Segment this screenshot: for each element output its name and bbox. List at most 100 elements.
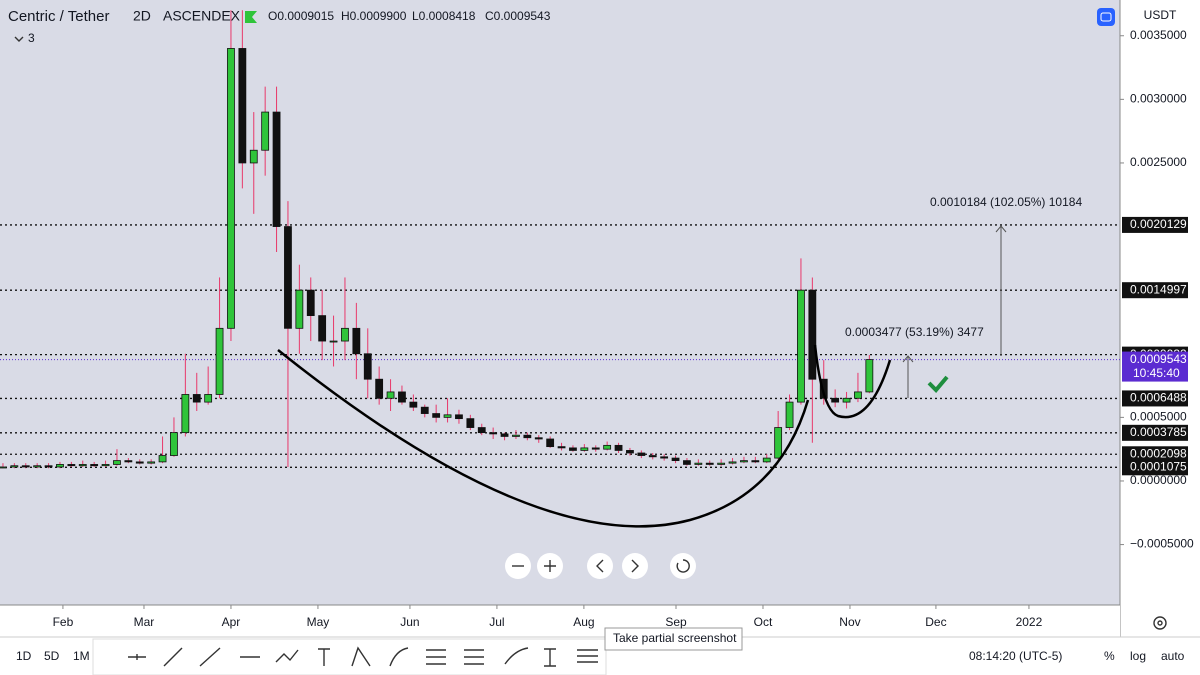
ohlc: C0.0009543 bbox=[485, 9, 551, 23]
candle-body bbox=[740, 460, 748, 463]
gear-icon[interactable] bbox=[1153, 616, 1167, 630]
x-tick-label: Mar bbox=[134, 615, 155, 629]
x-tick-label: Jul bbox=[489, 615, 504, 629]
arrow-head bbox=[995, 225, 1007, 233]
candle-body bbox=[341, 327, 349, 342]
ohlc: O0.0009015 bbox=[268, 9, 334, 23]
x-tick-label: May bbox=[307, 615, 330, 629]
level-label-bg bbox=[1122, 446, 1188, 463]
x-tick-label: Sep bbox=[665, 615, 687, 629]
level-label-bg bbox=[1122, 282, 1188, 299]
scroll-left[interactable] bbox=[587, 553, 613, 579]
x-tick-label: 2022 bbox=[1016, 615, 1043, 629]
candle-body bbox=[705, 462, 714, 465]
arrow-head bbox=[902, 355, 914, 363]
candle-body bbox=[352, 327, 361, 355]
candle-body bbox=[67, 464, 76, 467]
candle-body bbox=[215, 327, 224, 395]
x-tick-label: Aug bbox=[573, 615, 594, 629]
toolbar-icons[interactable] bbox=[128, 646, 598, 667]
candle-body bbox=[842, 397, 851, 403]
candle-body bbox=[694, 462, 703, 465]
candle-body bbox=[580, 447, 589, 451]
candle-body bbox=[512, 434, 520, 437]
candle-body bbox=[375, 378, 384, 399]
candle-body bbox=[660, 456, 669, 459]
candle-body bbox=[500, 433, 509, 437]
candle-body bbox=[785, 401, 794, 428]
candle-body bbox=[591, 447, 600, 450]
candle-body bbox=[318, 315, 327, 342]
candle-body bbox=[626, 450, 634, 454]
candle-body bbox=[477, 427, 486, 434]
candle-body bbox=[774, 427, 783, 459]
nav-buttons bbox=[505, 553, 696, 579]
candle-body bbox=[158, 455, 167, 463]
x-tick-label: Jun bbox=[400, 615, 419, 629]
candle-body bbox=[329, 340, 338, 343]
candle-body bbox=[21, 465, 30, 468]
candle-body bbox=[101, 464, 110, 467]
candle-body bbox=[489, 432, 498, 435]
candle-body bbox=[557, 446, 566, 449]
range-button[interactable]: 5D bbox=[44, 649, 60, 663]
candle-body bbox=[854, 391, 862, 399]
candle-body bbox=[33, 465, 42, 468]
candle-body bbox=[648, 455, 657, 458]
candle-body bbox=[363, 353, 372, 380]
candle-body bbox=[546, 438, 555, 448]
x-tick-label: Apr bbox=[222, 615, 241, 629]
range-button[interactable]: 1D bbox=[16, 649, 32, 663]
x-tick-label: Feb bbox=[53, 615, 74, 629]
candle-body bbox=[249, 149, 258, 164]
candle-body bbox=[135, 461, 144, 464]
candle-body bbox=[295, 289, 304, 329]
candle-body bbox=[261, 111, 270, 151]
collapse-icon[interactable] bbox=[14, 36, 24, 42]
symbol: Centric / Tether bbox=[8, 8, 109, 25]
candle-body bbox=[227, 48, 235, 329]
candle-body bbox=[306, 289, 315, 317]
candle-body bbox=[181, 394, 190, 434]
x-tick-label: Oct bbox=[754, 615, 773, 629]
y-tick-label: 0.0030000 bbox=[1130, 92, 1187, 106]
ohlc: L0.0008418 bbox=[412, 9, 476, 23]
handle-curve bbox=[813, 344, 892, 419]
candle-body bbox=[398, 391, 406, 403]
screenshot-button[interactable] bbox=[1097, 8, 1115, 26]
candle-body bbox=[386, 391, 395, 399]
candle-body bbox=[78, 464, 87, 467]
last-price-label: 0.0009543 bbox=[1130, 352, 1187, 366]
check-mark bbox=[927, 375, 949, 393]
clock: 08:14:20 (UTC-5) bbox=[969, 649, 1062, 663]
toggle[interactable]: auto bbox=[1161, 649, 1185, 663]
indicator-count: 3 bbox=[28, 31, 35, 45]
last-price-bg bbox=[1122, 351, 1188, 382]
time-axis-bg bbox=[0, 605, 1120, 637]
level-label-bg bbox=[1122, 424, 1188, 441]
candle-body bbox=[614, 444, 623, 451]
candle-body bbox=[751, 460, 760, 463]
interval: 2D bbox=[133, 8, 151, 24]
candle-body bbox=[466, 418, 475, 428]
range-button[interactable]: 1M bbox=[73, 649, 90, 663]
y-tick-label: 0.0000000 bbox=[1130, 473, 1187, 487]
toggle[interactable]: log bbox=[1130, 649, 1146, 663]
currency: USDT bbox=[1144, 8, 1177, 22]
candle-body bbox=[831, 397, 840, 403]
icon bbox=[1100, 12, 1112, 22]
level-label-bg bbox=[1122, 216, 1188, 233]
x-tick-label: Dec bbox=[925, 615, 946, 629]
x-tick-label: Nov bbox=[839, 615, 860, 629]
reset[interactable] bbox=[670, 553, 696, 579]
candle-body bbox=[90, 464, 99, 467]
scroll-right[interactable] bbox=[622, 553, 648, 579]
price-axis-bg bbox=[1120, 0, 1200, 637]
level-label: 0.0003785 bbox=[1130, 425, 1187, 439]
candle-body bbox=[797, 289, 805, 403]
candle-body bbox=[272, 111, 281, 227]
toggle[interactable]: % bbox=[1104, 649, 1115, 663]
annotation: 0.0003477 (53.19%) 3477 bbox=[845, 325, 984, 339]
candle-body bbox=[56, 464, 64, 468]
